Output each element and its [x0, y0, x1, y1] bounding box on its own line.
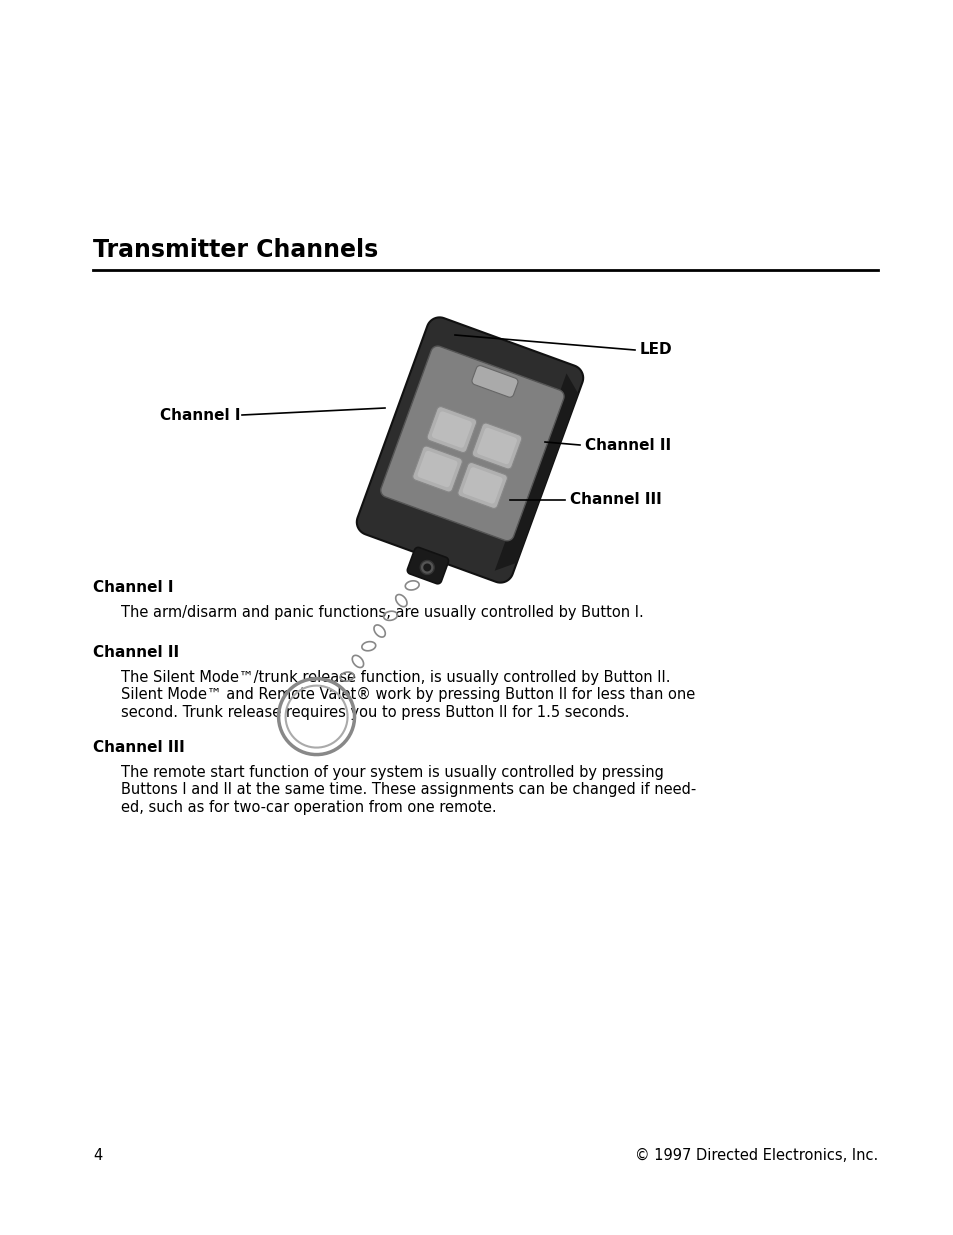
Text: Channel III: Channel III: [92, 740, 185, 755]
Polygon shape: [457, 462, 507, 509]
Text: Channel III: Channel III: [569, 493, 661, 508]
Text: The remote start function of your system is usually controlled by pressing
Butto: The remote start function of your system…: [121, 764, 696, 815]
Polygon shape: [356, 317, 582, 583]
Text: © 1997 Directed Electronics, Inc.: © 1997 Directed Electronics, Inc.: [634, 1149, 877, 1163]
Polygon shape: [420, 561, 434, 574]
Text: Channel II: Channel II: [92, 645, 179, 659]
Polygon shape: [495, 373, 578, 571]
Text: 4: 4: [92, 1149, 102, 1163]
Polygon shape: [472, 366, 517, 398]
Polygon shape: [462, 467, 502, 504]
Polygon shape: [380, 346, 563, 541]
Polygon shape: [476, 427, 517, 464]
Text: Channel II: Channel II: [584, 437, 670, 452]
Polygon shape: [432, 411, 472, 448]
Text: Channel I: Channel I: [160, 408, 240, 422]
Polygon shape: [417, 451, 457, 487]
Text: LED: LED: [639, 342, 672, 357]
Polygon shape: [407, 547, 448, 584]
Text: Channel I: Channel I: [92, 580, 173, 595]
Polygon shape: [413, 446, 462, 492]
Text: The arm/disarm and panic functions, are usually controlled by Button I.: The arm/disarm and panic functions, are …: [121, 605, 643, 620]
Polygon shape: [427, 406, 476, 452]
Polygon shape: [423, 563, 431, 572]
Text: Transmitter Channels: Transmitter Channels: [92, 238, 377, 262]
Text: The Silent Mode™/trunk release function, is usually controlled by Button II.
Sil: The Silent Mode™/trunk release function,…: [121, 671, 695, 720]
Polygon shape: [472, 424, 521, 469]
